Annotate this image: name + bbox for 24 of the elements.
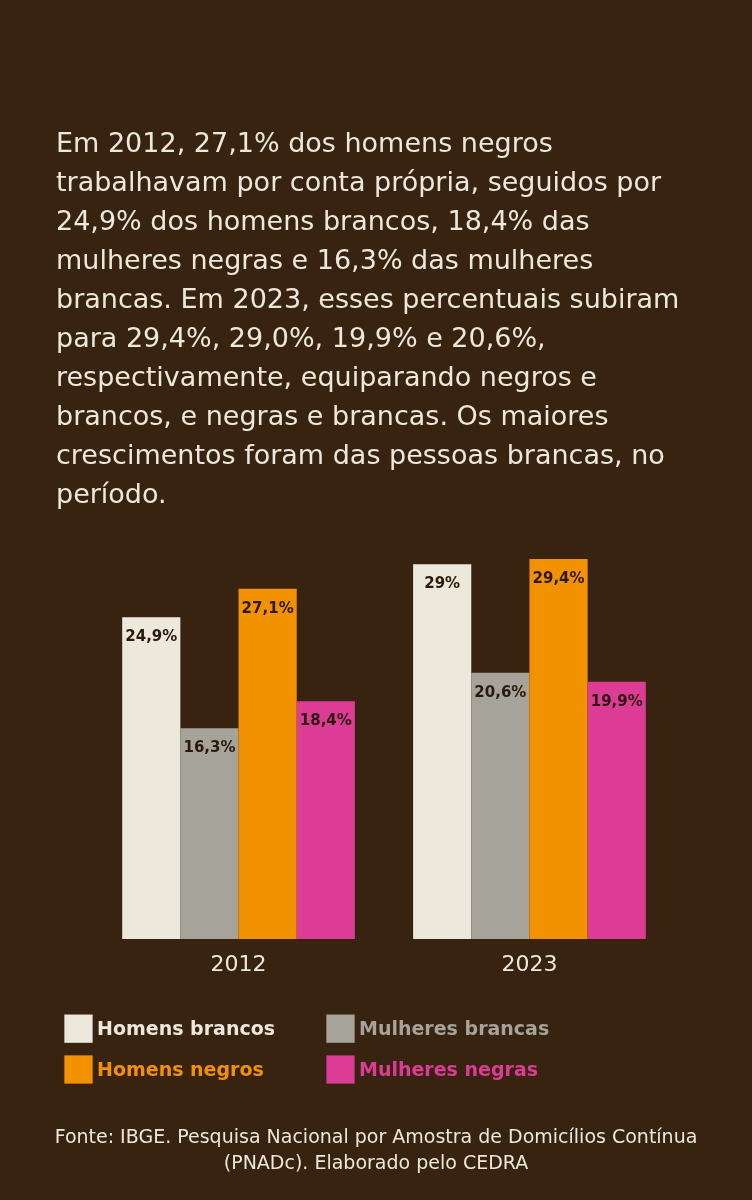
bar xyxy=(529,559,588,939)
source-note: Fonte: IBGE. Pesquisa Nacional por Amostra de Domicílios Contínua (PNADc). Elaborado pelo CEDRA xyxy=(53,1124,699,1175)
legend-label: Homens brancos xyxy=(97,1016,276,1039)
data-label: 18,4% xyxy=(299,711,352,730)
chart-title: Em 2012, 27,1% dos homens negros trabalhavam por conta própria, seguidos por 24,9% dos homens brancos, 18,4% das mulheres negras e 16,3% das mulheres brancas. Em 2023, esses percentuais subiram para 29,4%, 29,0%, 19,9% e 20,6%, respectivamente, equiparando negros e brancos, e negras e brancas. Os maiores crescimentos foram das pessoas brancas, no período. xyxy=(56,127,680,509)
legend-label: Mulheres negras xyxy=(359,1057,539,1080)
bar xyxy=(122,617,181,939)
data-label: 19,9% xyxy=(590,691,643,710)
data-label: 27,1% xyxy=(241,598,294,617)
bar xyxy=(180,728,239,939)
data-label: 29% xyxy=(424,574,461,593)
data-label: 16,3% xyxy=(183,738,236,757)
x-tick-label: 2012 xyxy=(210,950,267,976)
data-label: 24,9% xyxy=(125,627,178,646)
bar xyxy=(413,564,472,939)
legend-label: Mulheres brancas xyxy=(359,1016,550,1039)
data-label: 20,6% xyxy=(474,682,527,701)
bar xyxy=(587,681,646,939)
data-label: 29,4% xyxy=(532,569,585,587)
x-tick-label: 2023 xyxy=(501,950,558,976)
legend-label: Homens negros xyxy=(97,1057,264,1080)
bar xyxy=(471,672,530,939)
bar xyxy=(296,701,355,939)
bar xyxy=(238,588,297,939)
